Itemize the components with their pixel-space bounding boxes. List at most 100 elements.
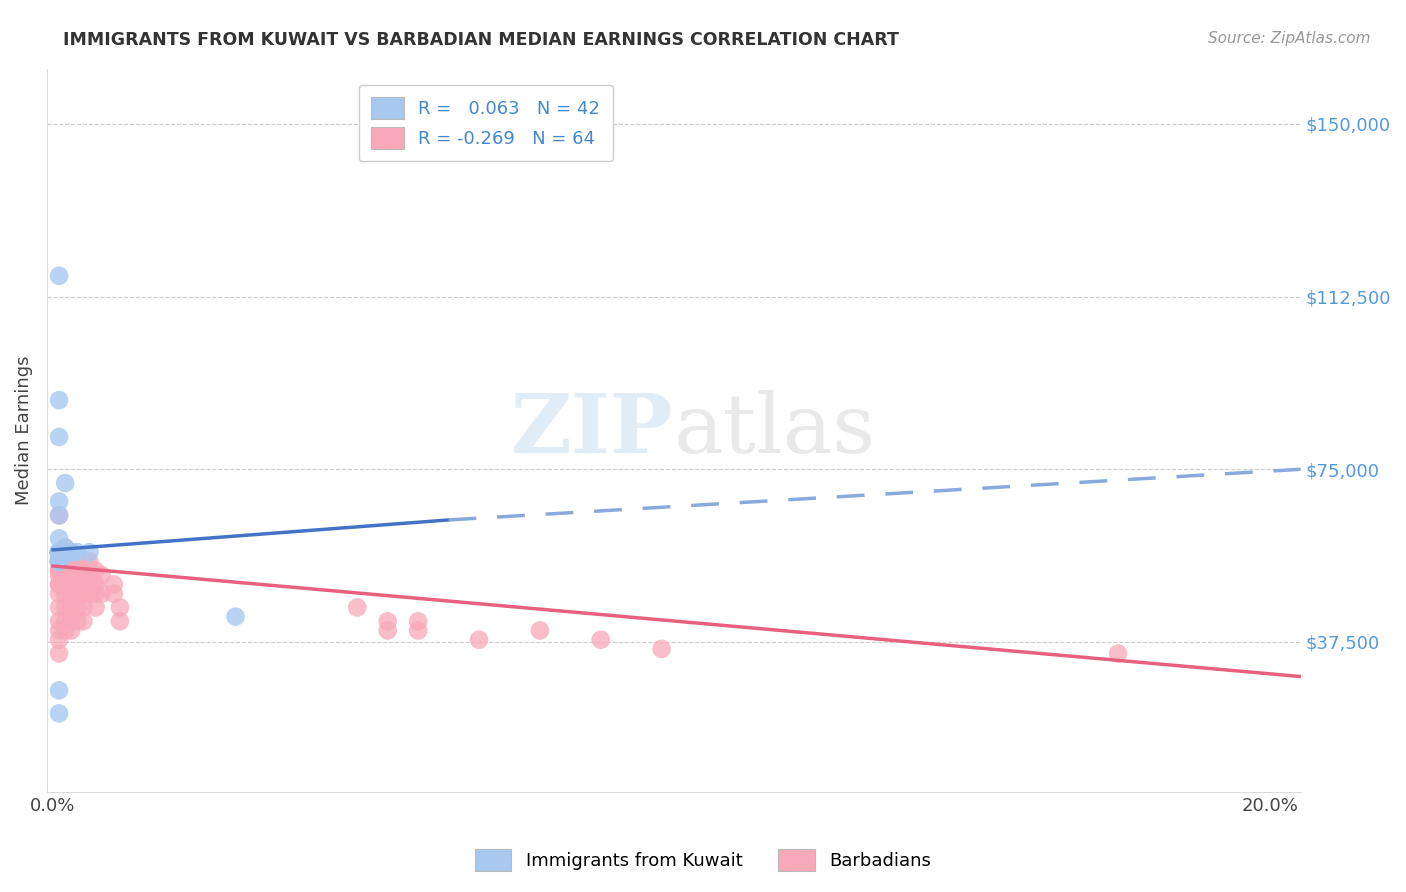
Point — [468, 632, 491, 647]
Point — [108, 614, 131, 628]
Point — [66, 614, 89, 628]
Point — [48, 532, 70, 546]
Point — [53, 545, 76, 559]
Point — [66, 564, 89, 578]
Point — [103, 587, 125, 601]
Point — [72, 577, 94, 591]
Point — [53, 614, 76, 628]
Point — [60, 545, 83, 559]
Point — [48, 545, 70, 559]
Point — [48, 577, 70, 591]
Point — [48, 545, 70, 559]
Point — [53, 624, 76, 638]
Point — [48, 545, 70, 559]
Point — [53, 587, 76, 601]
Point — [48, 647, 70, 661]
Point — [346, 600, 368, 615]
Point — [90, 587, 112, 601]
Point — [48, 545, 70, 559]
Point — [53, 600, 76, 615]
Point — [60, 624, 83, 638]
Point — [60, 614, 83, 628]
Point — [48, 545, 70, 559]
Point — [53, 545, 76, 559]
Text: atlas: atlas — [673, 390, 876, 470]
Text: ZIP: ZIP — [512, 390, 673, 470]
Point — [48, 545, 70, 559]
Point — [225, 609, 247, 624]
Point — [72, 568, 94, 582]
Point — [48, 554, 70, 568]
Point — [48, 706, 70, 721]
Point — [48, 577, 70, 591]
Point — [48, 545, 70, 559]
Point — [48, 494, 70, 508]
Point — [60, 545, 83, 559]
Point — [90, 568, 112, 582]
Point — [48, 554, 70, 568]
Point — [48, 614, 70, 628]
Point — [60, 545, 83, 559]
Point — [377, 614, 399, 628]
Point — [48, 632, 70, 647]
Point — [60, 568, 83, 582]
Point — [48, 554, 70, 568]
Point — [48, 554, 70, 568]
Point — [48, 683, 70, 698]
Point — [79, 577, 101, 591]
Point — [72, 554, 94, 568]
Point — [48, 545, 70, 559]
Point — [406, 624, 429, 638]
Point — [103, 577, 125, 591]
Text: IMMIGRANTS FROM KUWAIT VS BARBADIAN MEDIAN EARNINGS CORRELATION CHART: IMMIGRANTS FROM KUWAIT VS BARBADIAN MEDI… — [63, 31, 900, 49]
Point — [48, 508, 70, 523]
Point — [84, 600, 107, 615]
Point — [48, 508, 70, 523]
Point — [48, 545, 70, 559]
Point — [79, 587, 101, 601]
Point — [48, 554, 70, 568]
Point — [66, 600, 89, 615]
Y-axis label: Median Earnings: Median Earnings — [15, 355, 32, 505]
Point — [48, 393, 70, 408]
Point — [48, 564, 70, 578]
Point — [72, 614, 94, 628]
Legend: R =   0.063   N = 42, R = -0.269   N = 64: R = 0.063 N = 42, R = -0.269 N = 64 — [359, 85, 613, 161]
Point — [53, 577, 76, 591]
Point — [529, 624, 551, 638]
Legend: Immigrants from Kuwait, Barbadians: Immigrants from Kuwait, Barbadians — [468, 842, 938, 879]
Point — [53, 476, 76, 491]
Point — [48, 545, 70, 559]
Point — [589, 632, 612, 647]
Point — [66, 577, 89, 591]
Point — [60, 554, 83, 568]
Point — [66, 587, 89, 601]
Point — [53, 545, 76, 559]
Point — [53, 545, 76, 559]
Point — [651, 641, 673, 656]
Point — [84, 577, 107, 591]
Point — [66, 545, 89, 559]
Point — [48, 624, 70, 638]
Point — [79, 545, 101, 559]
Point — [48, 564, 70, 578]
Point — [79, 568, 101, 582]
Point — [108, 600, 131, 615]
Point — [53, 545, 76, 559]
Point — [53, 545, 76, 559]
Point — [48, 600, 70, 615]
Point — [48, 554, 70, 568]
Point — [53, 541, 76, 555]
Point — [60, 577, 83, 591]
Point — [72, 600, 94, 615]
Point — [84, 564, 107, 578]
Point — [48, 568, 70, 582]
Point — [1107, 647, 1129, 661]
Point — [53, 554, 76, 568]
Point — [60, 587, 83, 601]
Point — [48, 430, 70, 444]
Point — [60, 600, 83, 615]
Point — [48, 545, 70, 559]
Point — [48, 268, 70, 283]
Point — [53, 541, 76, 555]
